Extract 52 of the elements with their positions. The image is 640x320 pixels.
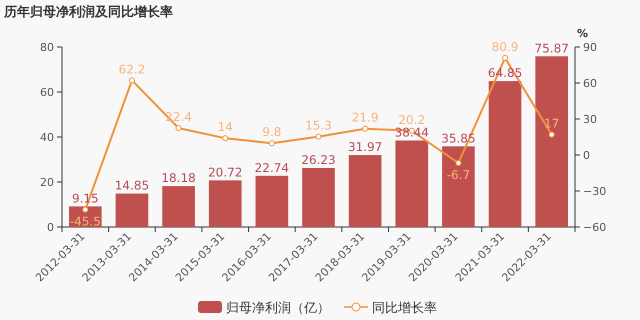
data-label: 20.2	[398, 112, 426, 127]
bar	[208, 180, 242, 227]
point	[82, 206, 88, 213]
chart-title: 历年归母净利润及同比增长率	[3, 4, 173, 20]
y2-tick-label: −30	[583, 185, 606, 198]
data-label: 20.72	[208, 165, 242, 180]
data-label: 14	[218, 120, 233, 134]
point	[268, 140, 275, 146]
point	[222, 135, 228, 142]
y2-tick-label: 60	[583, 77, 597, 90]
data-label: 31.97	[348, 140, 382, 154]
point	[316, 134, 322, 140]
bar	[302, 168, 335, 227]
bar	[256, 176, 288, 227]
y2-tick-label: 90	[583, 41, 597, 54]
bar	[535, 56, 568, 227]
y-tick-label: 80	[40, 41, 54, 54]
data-label: 62.2	[118, 62, 146, 76]
data-label: 15.3	[305, 118, 332, 133]
data-label: 18.18	[161, 171, 196, 186]
data-label: 75.87	[534, 41, 569, 56]
y2-tick-label: 30	[583, 113, 597, 126]
legend-label: 同比增长率	[372, 300, 437, 316]
y-tick-label: 40	[40, 131, 54, 144]
bar	[162, 186, 195, 227]
point	[502, 54, 508, 61]
bar	[488, 81, 522, 227]
point	[176, 125, 182, 132]
bar	[348, 155, 382, 227]
point	[455, 160, 462, 166]
legend-label: 归母净利润（亿）	[226, 301, 330, 316]
data-label: 80.9	[492, 40, 518, 54]
data-label: -6.7	[446, 168, 470, 182]
bar	[395, 140, 428, 227]
bar	[442, 146, 475, 227]
y2-tick-label: −60	[583, 221, 606, 234]
data-label: 22.74	[254, 160, 290, 175]
data-label: -45.5	[70, 214, 101, 229]
y2-axis-title: %	[577, 27, 588, 40]
point	[128, 77, 135, 84]
data-label: 17	[544, 116, 560, 131]
data-label: 26.23	[301, 152, 336, 167]
data-label: 21.9	[352, 110, 378, 125]
data-label: 14.85	[114, 178, 150, 193]
point	[548, 132, 555, 138]
point	[362, 126, 368, 132]
data-label: 9.8	[262, 125, 282, 140]
y-tick-label: 0	[47, 221, 54, 234]
y-tick-label: 60	[40, 86, 54, 99]
y-tick-label: 20	[40, 176, 54, 189]
y2-tick-label: 0	[583, 149, 590, 162]
bar	[116, 194, 148, 227]
